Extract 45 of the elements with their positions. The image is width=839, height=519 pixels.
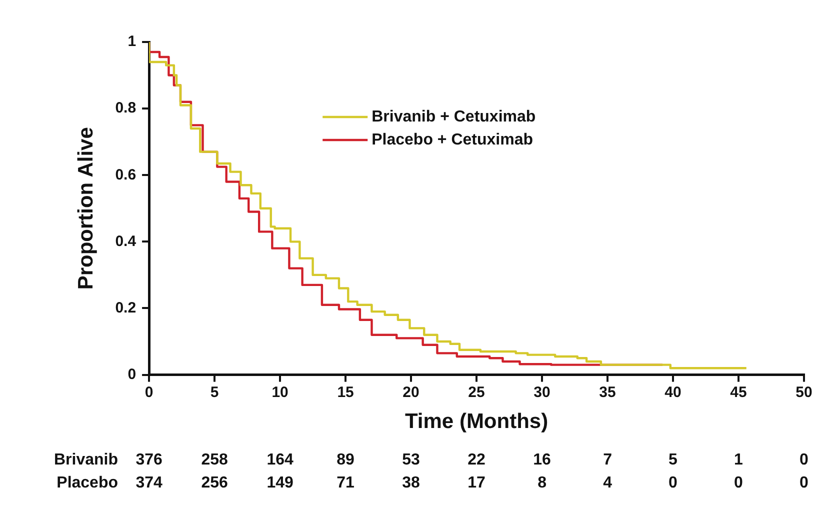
text: 256 <box>201 474 228 492</box>
text: 0 <box>668 474 678 492</box>
x-tick-label: 40 <box>664 384 682 401</box>
text: Placebo <box>56 474 118 492</box>
text: 7 <box>603 451 612 468</box>
legend-label: Placebo + Cetuximab <box>372 131 534 148</box>
x-tick-label: 0 <box>144 384 154 401</box>
y-tick-label: 0.6 <box>115 166 136 184</box>
text: 0 <box>800 451 809 468</box>
text: 164 <box>266 451 294 468</box>
text: 22 <box>468 451 486 468</box>
text: 4 <box>603 474 612 492</box>
text: 38 <box>402 474 420 492</box>
y-tick-label: 0.2 <box>115 299 136 316</box>
x-tick-label: 50 <box>796 384 812 401</box>
y-tick-label: 1 <box>128 33 136 50</box>
x-tick-label: 35 <box>599 384 616 401</box>
text: 258 <box>201 451 228 468</box>
text: 0 <box>800 474 809 492</box>
text: 149 <box>266 474 294 492</box>
x-tick-label: 30 <box>534 384 550 401</box>
x-tick-label: 10 <box>272 384 288 401</box>
text: Brivanib <box>54 451 118 468</box>
y-tick-label: 0.4 <box>115 232 137 250</box>
x-tick-label: 20 <box>402 384 420 401</box>
x-tick-label: 15 <box>337 384 354 401</box>
y-tick-label: 0 <box>128 366 136 383</box>
x-axis-title: Time (Months) <box>404 410 548 434</box>
text: 376 <box>136 451 162 468</box>
x-tick-label: 25 <box>468 384 485 401</box>
text: 16 <box>533 451 552 468</box>
legend-label: Brivanib + Cetuximab <box>372 108 536 126</box>
y-axis-title: Proportion Alive <box>74 127 98 290</box>
text: 374 <box>136 474 162 492</box>
text: 1 <box>734 451 744 468</box>
text: 89 <box>336 451 355 468</box>
text: 17 <box>468 474 486 492</box>
text: 5 <box>668 451 678 468</box>
text: 8 <box>538 474 547 492</box>
y-tick-label: 0.8 <box>115 100 136 117</box>
x-tick-label: 5 <box>210 384 219 401</box>
text: 0 <box>734 474 744 492</box>
text: 53 <box>402 451 420 468</box>
x-tick-label: 45 <box>730 384 747 401</box>
text: 71 <box>336 474 355 492</box>
